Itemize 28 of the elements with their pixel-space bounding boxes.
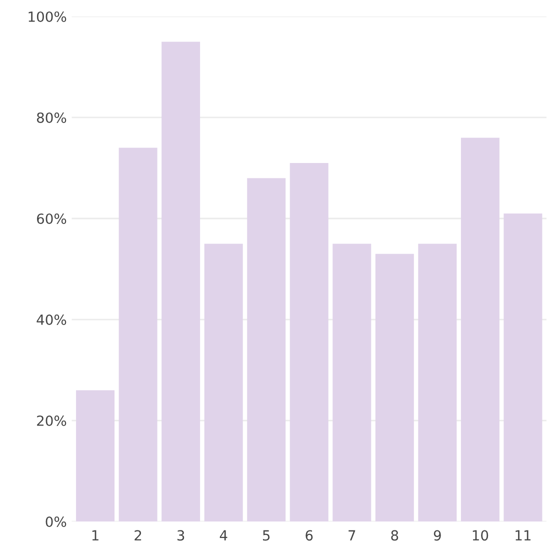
bar [118, 148, 158, 522]
y-tick-label: 80% [36, 112, 66, 123]
bar [247, 178, 286, 522]
bar [375, 254, 414, 522]
y-tick-label: 100% [28, 11, 66, 22]
x-tick-label: 3 [177, 530, 184, 541]
bar [460, 138, 500, 522]
x-tick-label: 11 [516, 530, 531, 540]
bar [418, 244, 457, 522]
bar [204, 244, 243, 522]
y-tick-label: 60% [37, 213, 66, 224]
bar [504, 213, 542, 522]
y-tick-label: 0% [46, 516, 66, 528]
bar [332, 244, 372, 522]
bar [162, 42, 200, 522]
bar [76, 390, 115, 522]
x-tick-label: 6 [306, 530, 313, 541]
x-tick-label: 5 [263, 530, 270, 541]
x-tick-label: 8 [391, 530, 398, 541]
x-tick-label: 1 [92, 530, 98, 540]
y-tick-label: 40% [36, 314, 66, 325]
x-tick-label: 7 [348, 530, 356, 540]
x-tick-label: 4 [220, 530, 228, 540]
x-tick-label: 10 [472, 530, 488, 541]
x-tick-label: 9 [434, 530, 441, 541]
bar [290, 162, 328, 522]
x-tick-label: 2 [134, 530, 142, 540]
y-tick-label: 20% [37, 416, 66, 426]
